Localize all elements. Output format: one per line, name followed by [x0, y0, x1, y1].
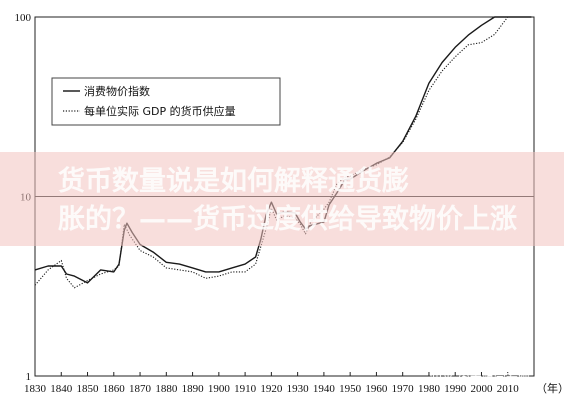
x-tick-label-16: 1990 — [444, 383, 467, 395]
watermark-band — [0, 152, 564, 246]
x-tick-label-8: 1910 — [234, 383, 257, 395]
x-tick-label-2: 1850 — [77, 383, 100, 395]
x-tick-label-7: 1900 — [208, 383, 231, 395]
x-tick-label-0: 1830 — [24, 383, 47, 395]
x-tick-label-18: 2010 — [497, 383, 520, 395]
x-tick-label-3: 1860 — [103, 383, 126, 395]
x-axis-label: （年） — [536, 381, 564, 395]
watermark-line-1: 货币数量说是如何解释通货膨 — [58, 165, 409, 197]
x-tick-label-12: 1950 — [339, 383, 362, 395]
x-tick-label-1: 1840 — [50, 383, 73, 395]
credit-watermark: 知乎 @青姐学宏观 — [430, 370, 530, 385]
x-tick-label-6: 1890 — [182, 383, 205, 395]
y-tick-label-0: 1 — [26, 371, 32, 383]
x-tick-label-11: 1940 — [313, 383, 336, 395]
y-tick-label-2: 100 — [15, 12, 32, 24]
legend-label-money-supply: 每单位实际 GDP 的货币供应量 — [84, 104, 236, 118]
x-tick-label-5: 1880 — [155, 383, 178, 395]
x-axis: 1830 1840 1850 1860 1870 1880 1890 1900 1910 1920… — [24, 372, 564, 395]
legend: 消费物价指数 每单位实际 GDP 的货币供应量 — [51, 77, 281, 126]
x-tick-label-13: 1960 — [365, 383, 388, 395]
watermark-banner: 货币数量说是如何解释通货膨 胀的？——货币过度供给导致物价上涨 — [0, 152, 564, 246]
x-tick-label-14: 1970 — [392, 383, 415, 395]
watermark-line-2: 胀的？——货币过度供给导致物价上涨 — [58, 203, 517, 235]
x-tick-label-10: 1930 — [287, 383, 310, 395]
x-tick-label-15: 1980 — [418, 383, 441, 395]
legend-label-cpi: 消费物价指数 — [84, 84, 150, 98]
x-tick-label-4: 1870 — [129, 383, 152, 395]
legend-box — [51, 77, 281, 126]
x-tick-label-17: 2000 — [470, 383, 493, 395]
x-tick-label-9: 1920 — [260, 383, 283, 395]
